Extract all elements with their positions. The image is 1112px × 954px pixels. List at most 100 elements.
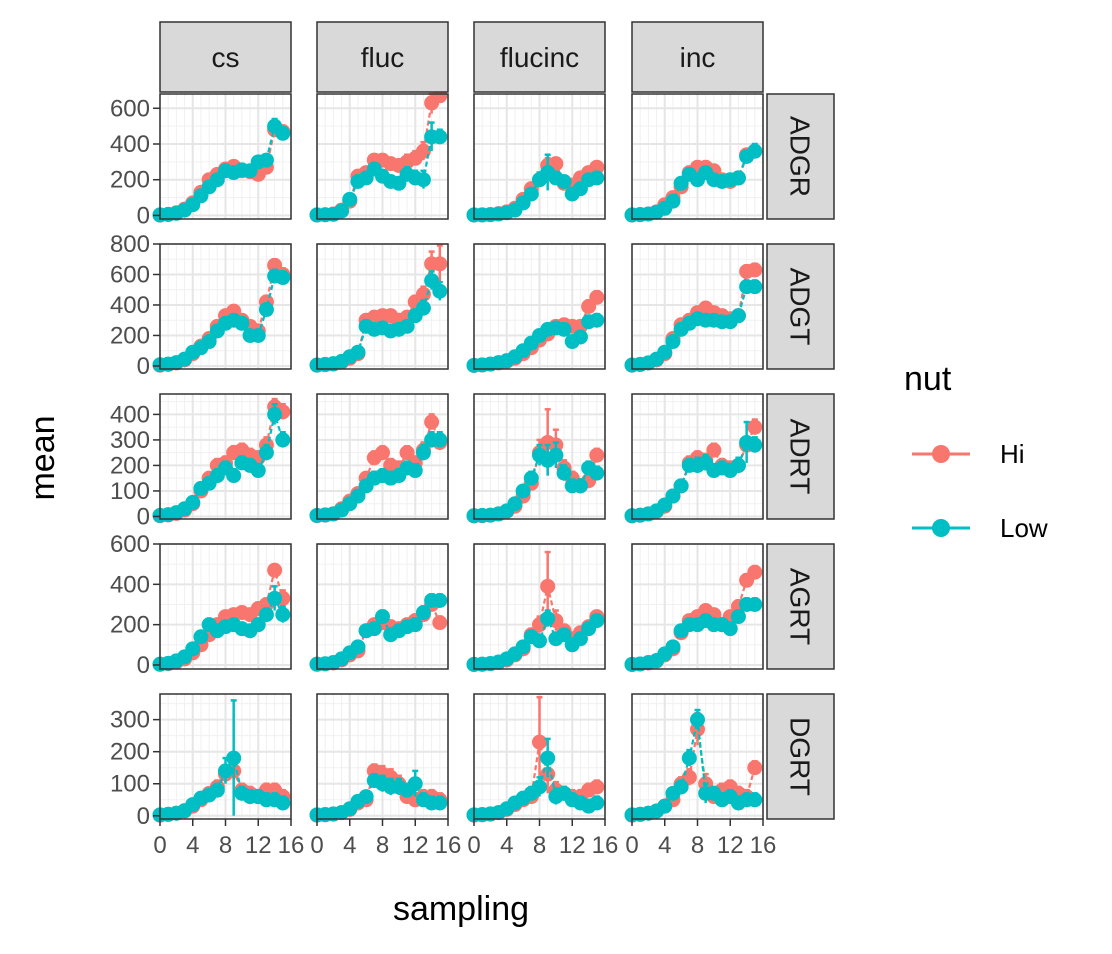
series-line-Low	[159, 410, 284, 517]
panel-ADGR-flucinc	[466, 93, 606, 223]
panel-border	[159, 393, 292, 520]
data-point-Low-12	[250, 617, 266, 633]
data-point-Low-5	[665, 334, 681, 350]
legend: nut Hi Low	[904, 360, 1048, 543]
x-tick-label-flucinc-8: 8	[533, 832, 546, 859]
data-point-Low-5	[665, 488, 681, 504]
y-tick-label-DGRT-300: 300	[110, 707, 150, 734]
x-tick-label-flucinc-4: 4	[500, 832, 513, 859]
data-point-Low-15	[747, 279, 763, 295]
data-point-Hi-15	[747, 419, 763, 435]
panel-AGRT-fluc	[309, 543, 449, 672]
data-point-Low-13	[415, 172, 431, 188]
data-point-Low-7	[523, 186, 539, 202]
y-tick-label-ADGR-400: 400	[110, 131, 150, 158]
data-point-Low-11	[556, 465, 572, 481]
data-point-Low-11	[556, 321, 572, 337]
data-point-Low-7	[681, 750, 697, 766]
y-tick-label-ADGT-800: 800	[110, 231, 150, 258]
legend-entry-Low: Low	[912, 513, 1048, 543]
data-point-Hi-15	[432, 256, 448, 272]
data-point-Hi-15	[589, 779, 605, 795]
data-point-Hi-8	[532, 734, 547, 750]
series-Low	[309, 270, 448, 373]
legend-key-point	[932, 519, 950, 537]
y-tick-label-ADRT-200: 200	[110, 452, 150, 479]
y-tick-label-ADGT-0: 0	[137, 353, 150, 380]
data-point-Low-15	[747, 437, 763, 453]
data-point-Low-15	[275, 795, 291, 811]
strip-col-fluc	[316, 21, 449, 93]
series-Low	[466, 737, 605, 823]
panel-ADRT-flucinc	[466, 393, 606, 524]
y-tick-label-ADRT-300: 300	[110, 427, 150, 454]
legend-label-Low: Low	[1000, 513, 1048, 543]
series-Low	[624, 420, 763, 524]
panel-DGRT-fluc	[309, 693, 449, 823]
data-point-Low-13	[258, 445, 274, 461]
strip-row-label-AGRT: AGRT	[785, 568, 816, 645]
strip-row-ADRT	[766, 393, 835, 520]
data-point-Hi-15	[747, 760, 763, 776]
data-point-Low-12	[250, 463, 266, 479]
panel-border	[159, 543, 292, 670]
data-point-Low-9	[226, 468, 242, 484]
y-tick-label-AGRT-400: 400	[110, 571, 150, 598]
data-point-Low-5	[507, 496, 523, 512]
data-point-Low-15	[589, 795, 605, 811]
data-point-Low-13	[572, 478, 588, 494]
strip-row-DGRT	[766, 693, 835, 820]
data-point-Low-10	[234, 315, 250, 331]
panel-border	[473, 93, 606, 220]
x-tick-label-flucinc-0: 0	[467, 832, 480, 859]
y-tick-label-ADGT-600: 600	[110, 261, 150, 288]
data-point-Low-13	[572, 329, 588, 345]
strip-row-label-DGRT: DGRT	[785, 717, 816, 796]
y-tick-label-ADGR-0: 0	[137, 202, 150, 229]
y-tick-label-ADGT-400: 400	[110, 292, 150, 319]
data-point-Hi-9	[540, 578, 556, 594]
y-tick-label-DGRT-0: 0	[137, 803, 150, 830]
data-point-Low-15	[589, 312, 605, 328]
series-Low	[624, 279, 763, 373]
data-point-Low-14	[267, 406, 283, 422]
data-point-Low-13	[415, 300, 431, 316]
data-point-Low-8	[690, 712, 705, 728]
data-point-Low-8	[375, 609, 390, 625]
data-point-Low-14	[424, 273, 440, 289]
x-tick-label-inc-0: 0	[625, 832, 638, 859]
data-point-Hi-10	[706, 442, 722, 458]
panel-ADGR-fluc	[309, 88, 449, 223]
data-point-Low-10	[548, 447, 564, 463]
data-point-Low-15	[432, 283, 448, 299]
panel-border	[316, 93, 449, 220]
panel-ADRT-cs	[152, 393, 292, 524]
data-point-Low-13	[572, 631, 588, 647]
panel-border	[631, 543, 764, 670]
x-tick-label-fluc-12: 12	[402, 832, 429, 859]
data-point-Low-6	[358, 789, 374, 805]
data-point-Low-9	[226, 750, 242, 766]
y-tick-label-ADRT-0: 0	[137, 503, 150, 530]
panel-AGRT-inc	[624, 543, 764, 673]
strip-col-label-cs: cs	[212, 42, 240, 73]
data-point-Low-13	[258, 607, 274, 623]
data-point-Low-12	[407, 463, 423, 479]
panel-ADGT-flucinc	[466, 243, 606, 373]
x-tick-label-cs-12: 12	[245, 832, 272, 859]
y-tick-label-AGRT-0: 0	[137, 652, 150, 679]
data-point-Low-15	[589, 170, 605, 186]
y-tick-label-ADGR-200: 200	[110, 167, 150, 194]
data-point-Low-15	[747, 143, 763, 159]
series-Low	[152, 268, 291, 373]
panel-AGRT-flucinc	[466, 543, 606, 673]
series-Low	[466, 609, 605, 672]
x-axis-title: sampling	[393, 890, 529, 928]
panel-border	[159, 243, 292, 370]
data-point-Low-15	[589, 465, 605, 481]
panel-border	[631, 93, 764, 220]
series-Low	[466, 441, 605, 524]
strip-row-ADGT	[766, 243, 835, 370]
data-point-Low-12	[407, 617, 423, 633]
